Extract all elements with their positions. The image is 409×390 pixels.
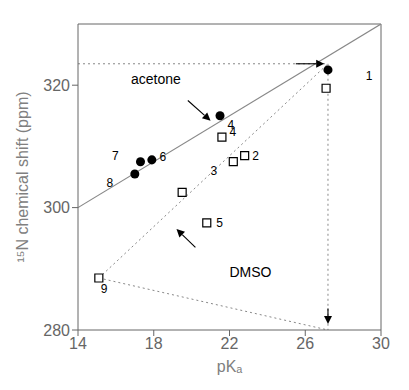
svg-text:DMSO: DMSO: [230, 264, 272, 280]
svg-text:7: 7: [112, 149, 119, 163]
svg-text:pKₐ: pKₐ: [217, 358, 244, 375]
svg-text:2: 2: [252, 149, 259, 163]
svg-text:9: 9: [101, 282, 108, 296]
svg-text:¹⁵N chemical shift (ppm): ¹⁵N chemical shift (ppm): [14, 91, 31, 262]
svg-text:22: 22: [221, 335, 239, 352]
svg-text:5: 5: [216, 216, 223, 230]
svg-text:3: 3: [211, 164, 218, 178]
svg-text:4: 4: [230, 125, 237, 139]
svg-text:14: 14: [69, 335, 87, 352]
svg-text:acetone: acetone: [131, 71, 181, 87]
svg-text:8: 8: [106, 176, 113, 190]
svg-text:280: 280: [43, 322, 70, 339]
svg-text:30: 30: [372, 335, 390, 352]
svg-text:300: 300: [43, 199, 70, 216]
svg-text:26: 26: [296, 335, 314, 352]
svg-text:320: 320: [43, 77, 70, 94]
svg-text:6: 6: [159, 150, 166, 164]
svg-text:1: 1: [366, 69, 373, 83]
svg-text:18: 18: [145, 335, 163, 352]
